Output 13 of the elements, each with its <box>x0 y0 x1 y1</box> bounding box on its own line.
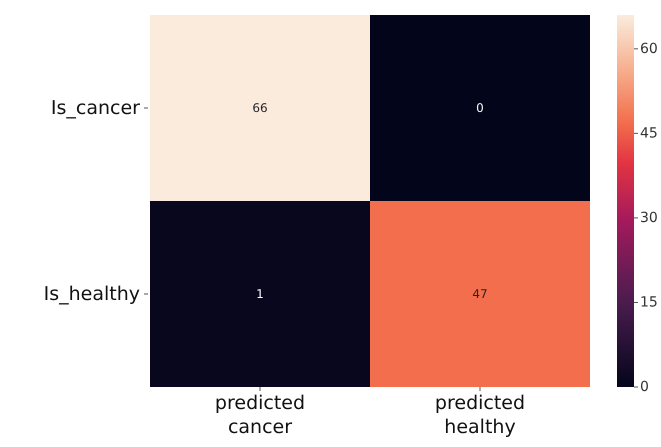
x-tick-label: predicted cancer <box>214 392 306 438</box>
color-bar-label: 15 <box>640 294 658 310</box>
y-tick-label: Is_healthy <box>44 283 140 305</box>
x-tick-label: predicted healthy <box>434 392 526 438</box>
color-bar-label: 0 <box>640 379 649 395</box>
color-bar-label: 45 <box>640 125 658 142</box>
color-bar-label: 60 <box>640 40 658 57</box>
y-tick-label: Is_cancer <box>50 97 140 119</box>
data-label: 47 <box>472 287 488 301</box>
color-bar-label: 30 <box>640 210 658 226</box>
data-label: 0 <box>476 101 484 115</box>
data-label: 1 <box>256 287 264 301</box>
data-label: 66 <box>252 101 268 115</box>
